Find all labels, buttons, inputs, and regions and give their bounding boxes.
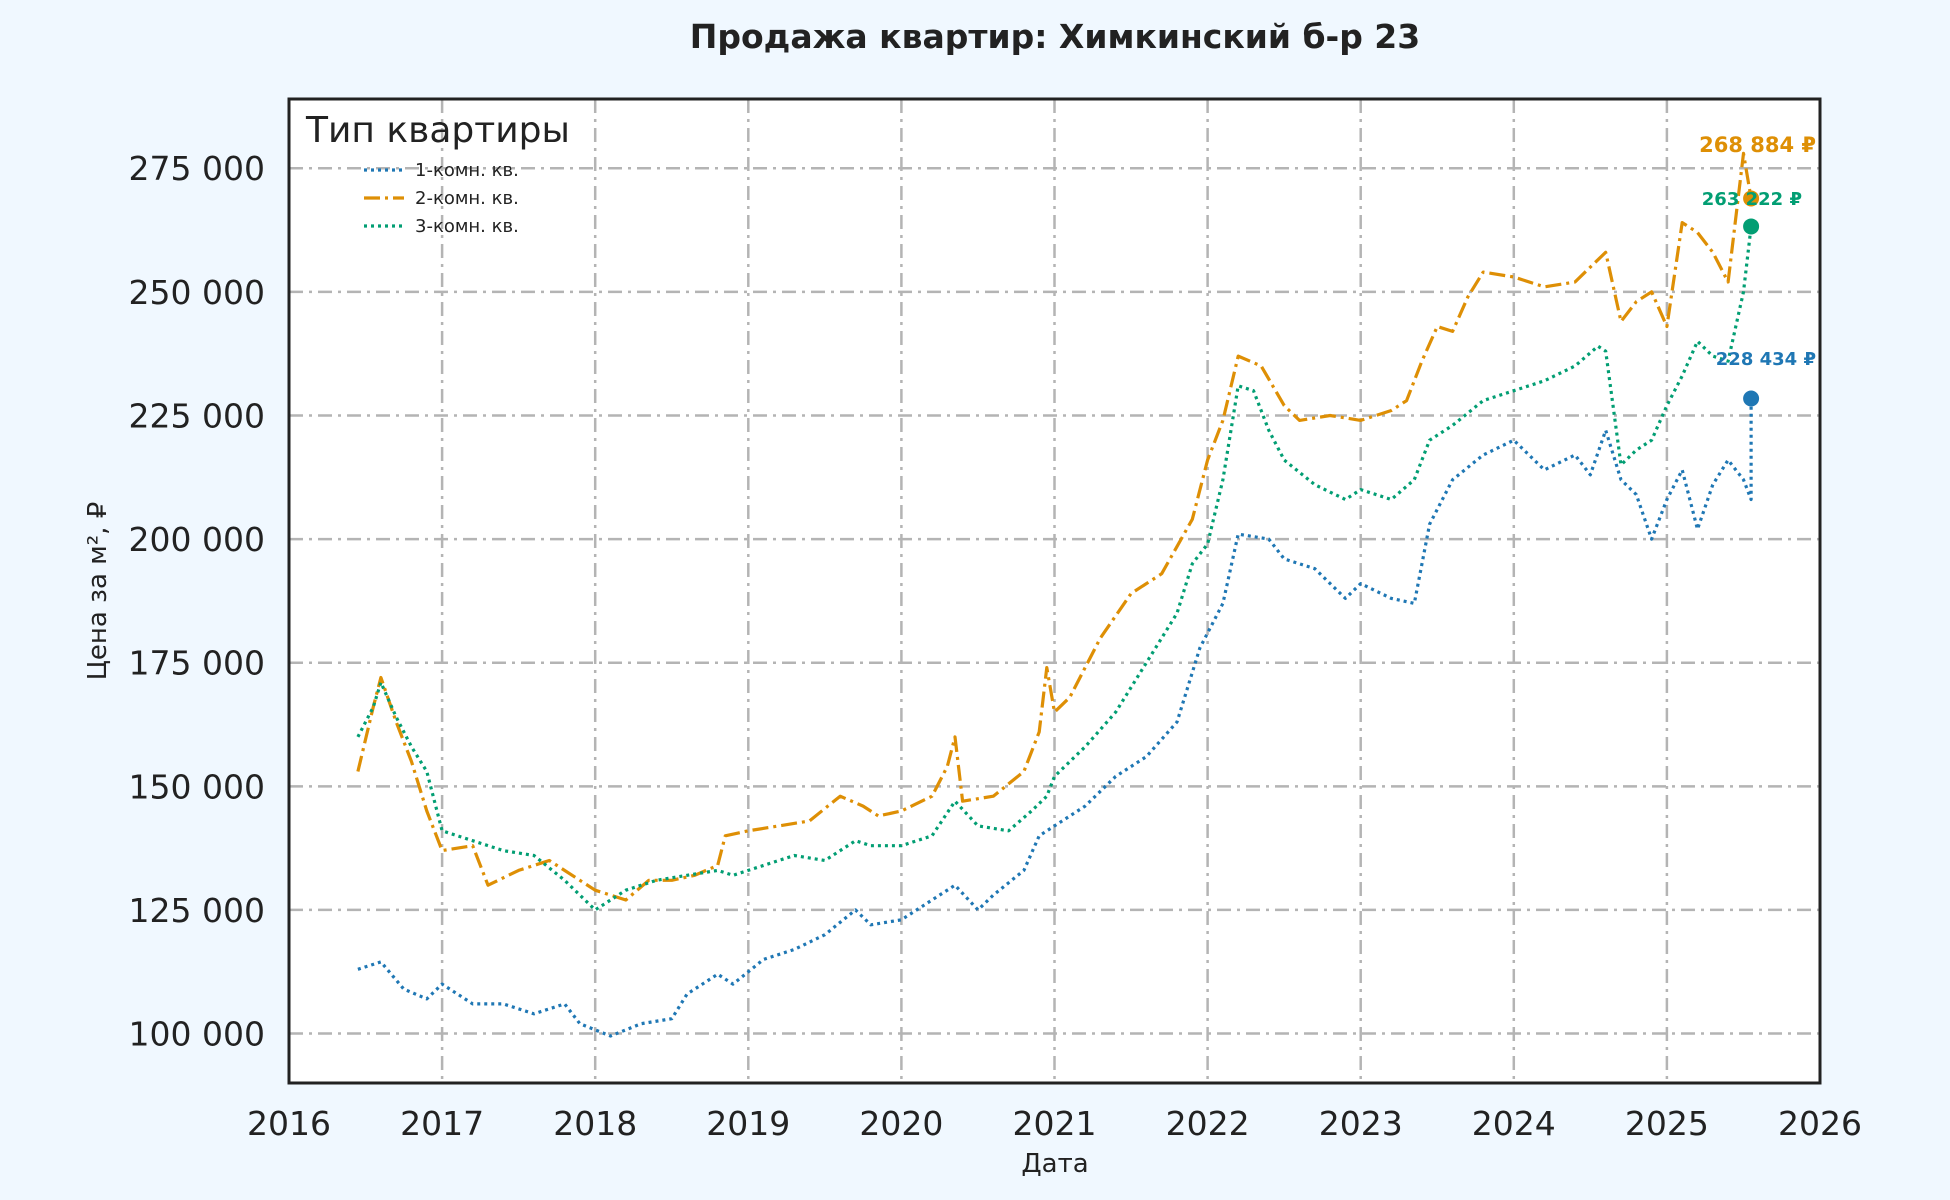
x-tick-label: 2021 <box>1013 1104 1097 1143</box>
y-tick-label: 125 000 <box>129 891 265 930</box>
x-tick-label: 2019 <box>706 1104 790 1143</box>
series-end-label: 268 884 ₽ <box>1699 133 1816 157</box>
y-tick-label: 175 000 <box>129 644 265 683</box>
end-markers: 228 434 ₽ 268 884 ₽ 263 222 ₽ <box>1699 133 1816 407</box>
x-tick-label: 2023 <box>1319 1104 1403 1143</box>
series-end-point <box>1743 390 1760 407</box>
series-line <box>357 398 1753 1038</box>
legend: Тип квартиры 1-комн. кв. 2-комн. кв. 3-ком… <box>305 110 570 237</box>
x-tick-label: 2024 <box>1472 1104 1556 1143</box>
series-end-point <box>1743 190 1760 207</box>
legend-label: 1-комн. кв. <box>415 160 519 181</box>
legend-items: 1-комн. кв. 2-комн. кв. 3-комн. кв. <box>364 160 519 237</box>
y-tick-label: 150 000 <box>129 767 265 806</box>
y-tick-label: 250 000 <box>129 273 265 312</box>
x-tick-label: 2017 <box>400 1104 484 1143</box>
legend-label: 3-комн. кв. <box>415 216 519 237</box>
legend-title: Тип квартиры <box>305 110 570 151</box>
x-tick-label: 2020 <box>859 1104 943 1143</box>
x-tick-label: 2022 <box>1166 1104 1250 1143</box>
y-tick-label: 200 000 <box>129 520 265 559</box>
legend-label: 2-комн. кв. <box>415 188 519 209</box>
y-tick-label: 100 000 <box>129 1015 265 1054</box>
series-end-label: 228 434 ₽ <box>1716 349 1816 370</box>
x-tick-labels: 2016 2017 2018 2019 2020 2021 2022 2023 2024 2025… <box>247 1104 1862 1143</box>
plot-frame <box>287 97 1822 1085</box>
y-tick-labels: 100 000 125 000 150 000 175 000 200 000 225 0… <box>129 149 265 1053</box>
x-tick-label: 2016 <box>247 1104 331 1143</box>
series-end-point <box>1743 218 1760 235</box>
series-end-label: 263 222 ₽ <box>1702 189 1802 210</box>
series-line <box>356 151 1753 902</box>
y-tick-label: 225 000 <box>129 396 265 435</box>
x-axis-title: Дата <box>1021 1149 1088 1179</box>
x-tick-label: 2018 <box>553 1104 637 1143</box>
y-axis-title: Цена за м², ₽ <box>83 502 113 681</box>
y-tick-label: 275 000 <box>129 149 265 188</box>
x-tick-label: 2025 <box>1625 1104 1709 1143</box>
chart-title: Продажа квартир: Химкинский б-р 23 <box>690 17 1420 56</box>
x-tick-label: 2026 <box>1778 1104 1862 1143</box>
series-lines <box>356 151 1753 1038</box>
series-line <box>356 226 1753 912</box>
